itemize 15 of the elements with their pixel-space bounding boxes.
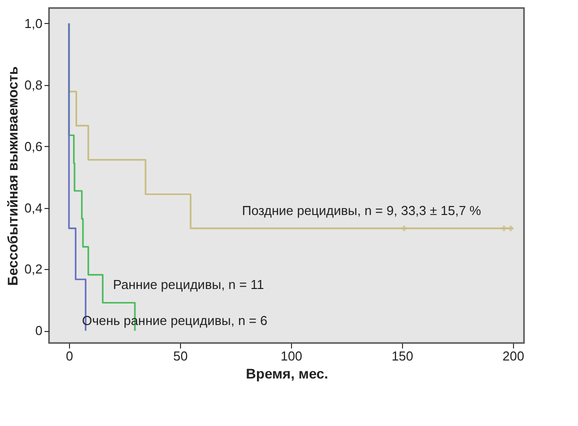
series-label: Ранние рецидивы, n = 11 <box>113 277 264 292</box>
x-tick-label: 0 <box>66 348 74 364</box>
y-tick-label: 0,8 <box>24 77 42 92</box>
y-tick-label: 0 <box>35 323 42 338</box>
x-tick-label: 150 <box>392 348 414 364</box>
x-tick-label: 100 <box>280 348 302 364</box>
y-axis-title: Бессобытийная выживаемость <box>4 66 20 286</box>
series-label: Поздние рецидивы, n = 9, 33,3 ± 15,7 % <box>242 203 482 218</box>
y-tick-label: 0,6 <box>24 138 42 154</box>
x-axis-title: Время, мес. <box>246 366 328 382</box>
x-tick-label: 50 <box>173 348 188 364</box>
y-tick-label: 0,2 <box>24 262 42 277</box>
y-tick-label: 1,0 <box>24 16 42 31</box>
y-tick-label: 0,4 <box>24 200 42 216</box>
x-tick-label: 200 <box>502 348 524 364</box>
